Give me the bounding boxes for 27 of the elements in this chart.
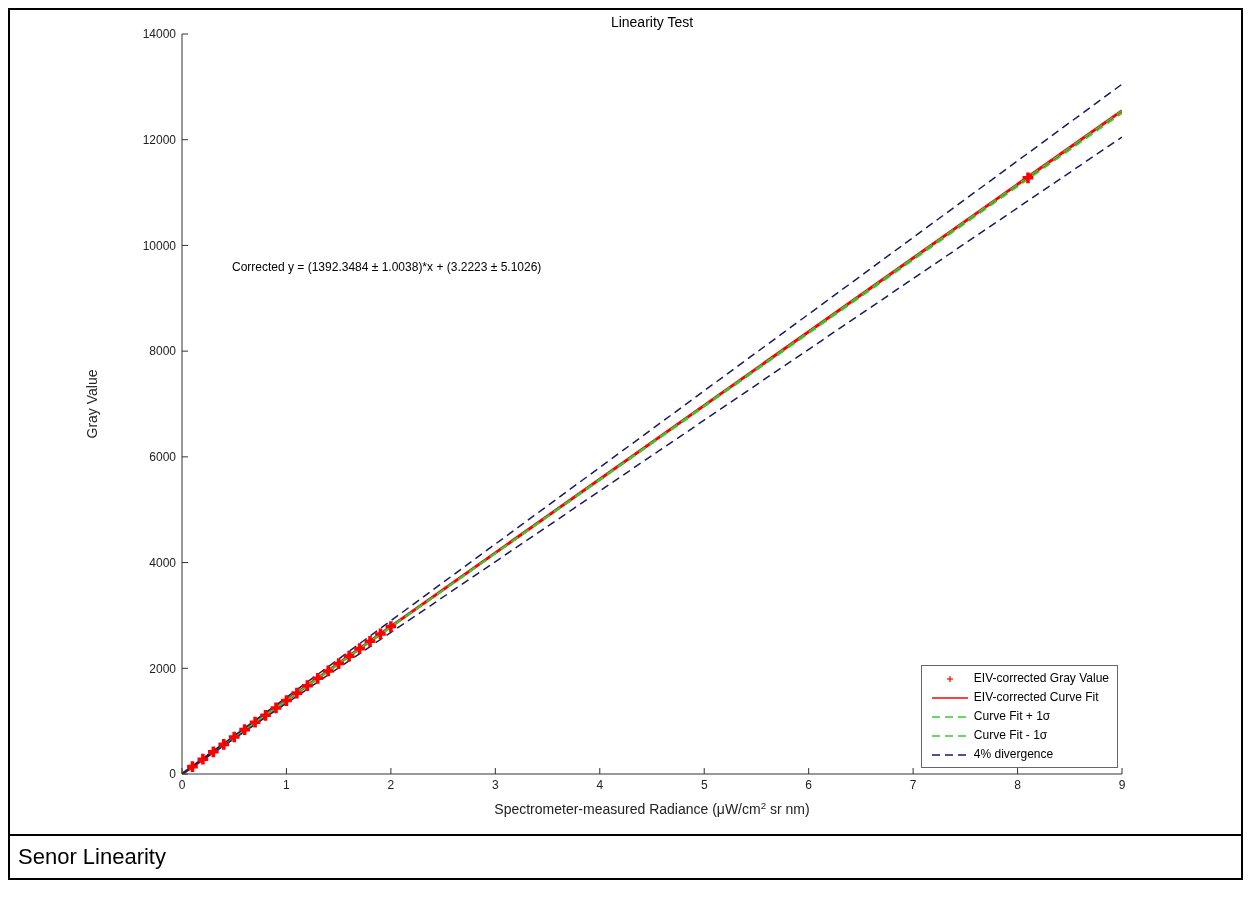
text: Senor Linearity [10,834,1241,878]
y-tick-label: 2000 [149,661,177,676]
x-axis-title: Spectrometer-measured Radiance (μW/cm$^{2}$ sr nm) [494,799,810,817]
x-tick-label: 6 [805,777,813,792]
legend-label: 4% divergence [972,746,1055,763]
legend-label: EIV-corrected Curve Fit [972,689,1100,706]
legend-label: EIV-corrected Gray Value [972,670,1109,687]
y-tick-label: 6000 [149,450,177,465]
x-tick-label: 1 [283,777,291,792]
x-tick-label: 8 [1014,777,1022,792]
y-tick-label: 12000 [142,132,177,147]
x-tick-label: 4 [596,777,604,792]
x-tick-label: 5 [700,777,708,792]
x-tick-label: 2 [387,777,395,792]
y-tick-label: 8000 [149,344,177,359]
y-tick-label: 4000 [149,555,177,570]
y-tick-label: 14000 [142,27,177,42]
y-tick-label: 0 [169,767,177,782]
legend-label: Curve Fit + 1σ [972,708,1052,725]
y-tick-label: 10000 [142,238,177,253]
chart-title: Linearity Test [609,14,695,32]
annotation: Corrected y = (1392.3484 ± 1.0038)*x + (3.2223 ± 5.1026) [232,260,542,274]
x-tick-label: 7 [909,777,917,792]
x-tick-label: 9 [1118,777,1126,792]
y-axis-title: Gray Value [83,369,100,439]
legend-label: Curve Fit - 1σ [972,727,1049,744]
x-tick-label: 3 [491,777,499,792]
